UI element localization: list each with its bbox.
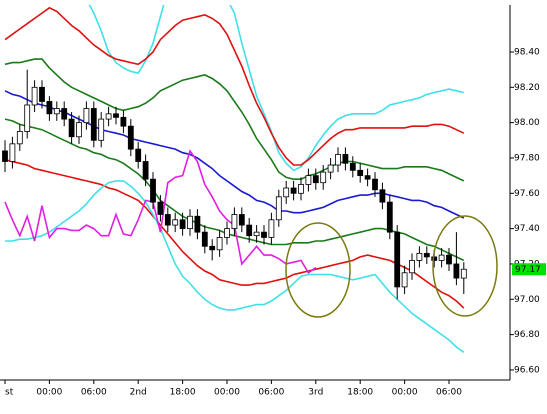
indicator-line bbox=[4, 90, 465, 219]
candle-body bbox=[231, 214, 238, 230]
axes: 96.6096.8097.0097.2097.4097.6097.8098.00… bbox=[4, 47, 546, 398]
candle-body bbox=[446, 254, 452, 265]
candle-body bbox=[401, 272, 408, 288]
candle-body bbox=[127, 125, 134, 150]
candle-body bbox=[246, 224, 253, 237]
y-tick-label: 97.80 bbox=[514, 153, 540, 163]
candle-body bbox=[142, 161, 149, 180]
candle-body bbox=[68, 118, 75, 138]
candle-body bbox=[16, 131, 23, 145]
candle-body bbox=[438, 254, 445, 261]
candle-body bbox=[320, 171, 327, 184]
candle-body bbox=[150, 178, 156, 203]
y-tick-label: 97.00 bbox=[514, 295, 540, 305]
candle-body bbox=[238, 214, 245, 226]
candle-body bbox=[179, 219, 186, 230]
candle-body bbox=[216, 237, 223, 251]
x-tick-label: 00:00 bbox=[392, 388, 418, 398]
x-tick-label: 18:00 bbox=[170, 388, 196, 398]
y-tick-label: 97.40 bbox=[514, 224, 540, 234]
candle-body bbox=[327, 164, 334, 173]
indicator-line bbox=[4, 58, 465, 182]
candle-body bbox=[349, 162, 356, 171]
annotation-circle bbox=[285, 222, 351, 318]
x-tick-label: 06:00 bbox=[436, 388, 462, 398]
indicator-line bbox=[4, 158, 465, 309]
candle-body bbox=[261, 231, 267, 238]
candle-body bbox=[275, 196, 282, 221]
candle-body bbox=[268, 219, 275, 238]
y-tick-label: 98.00 bbox=[514, 118, 540, 128]
candle-body bbox=[113, 113, 119, 118]
candle-body bbox=[90, 108, 97, 141]
candle-body bbox=[76, 122, 82, 138]
candle-body bbox=[342, 154, 349, 164]
y-tick-label: 98.40 bbox=[514, 47, 540, 57]
candle-body bbox=[224, 228, 230, 238]
candle-body bbox=[187, 215, 193, 230]
candle-body bbox=[53, 108, 60, 115]
candle-body bbox=[157, 201, 164, 215]
last-price-label: 97.17 bbox=[515, 265, 541, 275]
y-tick-label: 98.20 bbox=[514, 83, 540, 93]
candle-body bbox=[312, 175, 319, 184]
candle-body bbox=[164, 214, 171, 226]
candle-body bbox=[290, 187, 297, 194]
x-tick-label: 06:00 bbox=[258, 388, 284, 398]
indicator-line bbox=[88, 5, 464, 172]
indicator-line bbox=[5, 180, 465, 353]
candle-body bbox=[120, 116, 127, 127]
candle-body bbox=[431, 256, 438, 261]
candle-body bbox=[416, 252, 423, 261]
candle-body bbox=[453, 263, 460, 279]
x-tick-label: 00:00 bbox=[36, 388, 62, 398]
candle-body bbox=[386, 201, 393, 233]
candle-body bbox=[61, 108, 68, 120]
last-price-box bbox=[512, 263, 546, 276]
x-tick-label: 06:00 bbox=[81, 388, 107, 398]
x-tick-label: 00:00 bbox=[214, 388, 240, 398]
candle-body bbox=[298, 184, 304, 194]
candle-body bbox=[105, 113, 112, 120]
candle-body bbox=[9, 143, 16, 162]
x-tick-label: 3rd bbox=[308, 388, 323, 398]
candle-body bbox=[172, 219, 179, 226]
candle-body bbox=[24, 104, 31, 132]
y-tick-label: 97.60 bbox=[514, 189, 540, 199]
candle-body bbox=[379, 189, 386, 203]
indicator-line bbox=[4, 6, 465, 166]
candle-body bbox=[372, 178, 378, 191]
candle-body bbox=[46, 101, 53, 115]
candle-body bbox=[394, 231, 401, 288]
candle-body bbox=[253, 231, 260, 237]
x-tick-label: 2nd bbox=[130, 388, 147, 398]
candle-body bbox=[194, 215, 201, 233]
x-tick-label: st bbox=[5, 388, 14, 398]
candle-body bbox=[83, 108, 90, 124]
candle-body bbox=[135, 148, 142, 162]
indicator-line bbox=[4, 149, 317, 274]
y-tick-label: 96.80 bbox=[514, 330, 540, 340]
candle-body bbox=[357, 169, 364, 177]
plot-area bbox=[2, 5, 467, 353]
annotation-circle bbox=[432, 215, 498, 317]
candle-body bbox=[98, 118, 105, 141]
x-tick-label: 18:00 bbox=[347, 388, 373, 398]
candle-body bbox=[409, 260, 415, 274]
candle-body bbox=[364, 175, 371, 180]
candle-body bbox=[460, 268, 467, 279]
candle-body bbox=[201, 231, 208, 247]
candle-body bbox=[423, 252, 430, 258]
y-tick-label: 96.60 bbox=[514, 365, 540, 375]
candle-body bbox=[209, 245, 216, 251]
candle-body bbox=[305, 175, 312, 185]
candle-body bbox=[2, 150, 8, 162]
candle-body bbox=[283, 187, 290, 198]
candle-body bbox=[335, 154, 341, 166]
candle-body bbox=[39, 86, 45, 102]
candle-body bbox=[31, 86, 38, 106]
